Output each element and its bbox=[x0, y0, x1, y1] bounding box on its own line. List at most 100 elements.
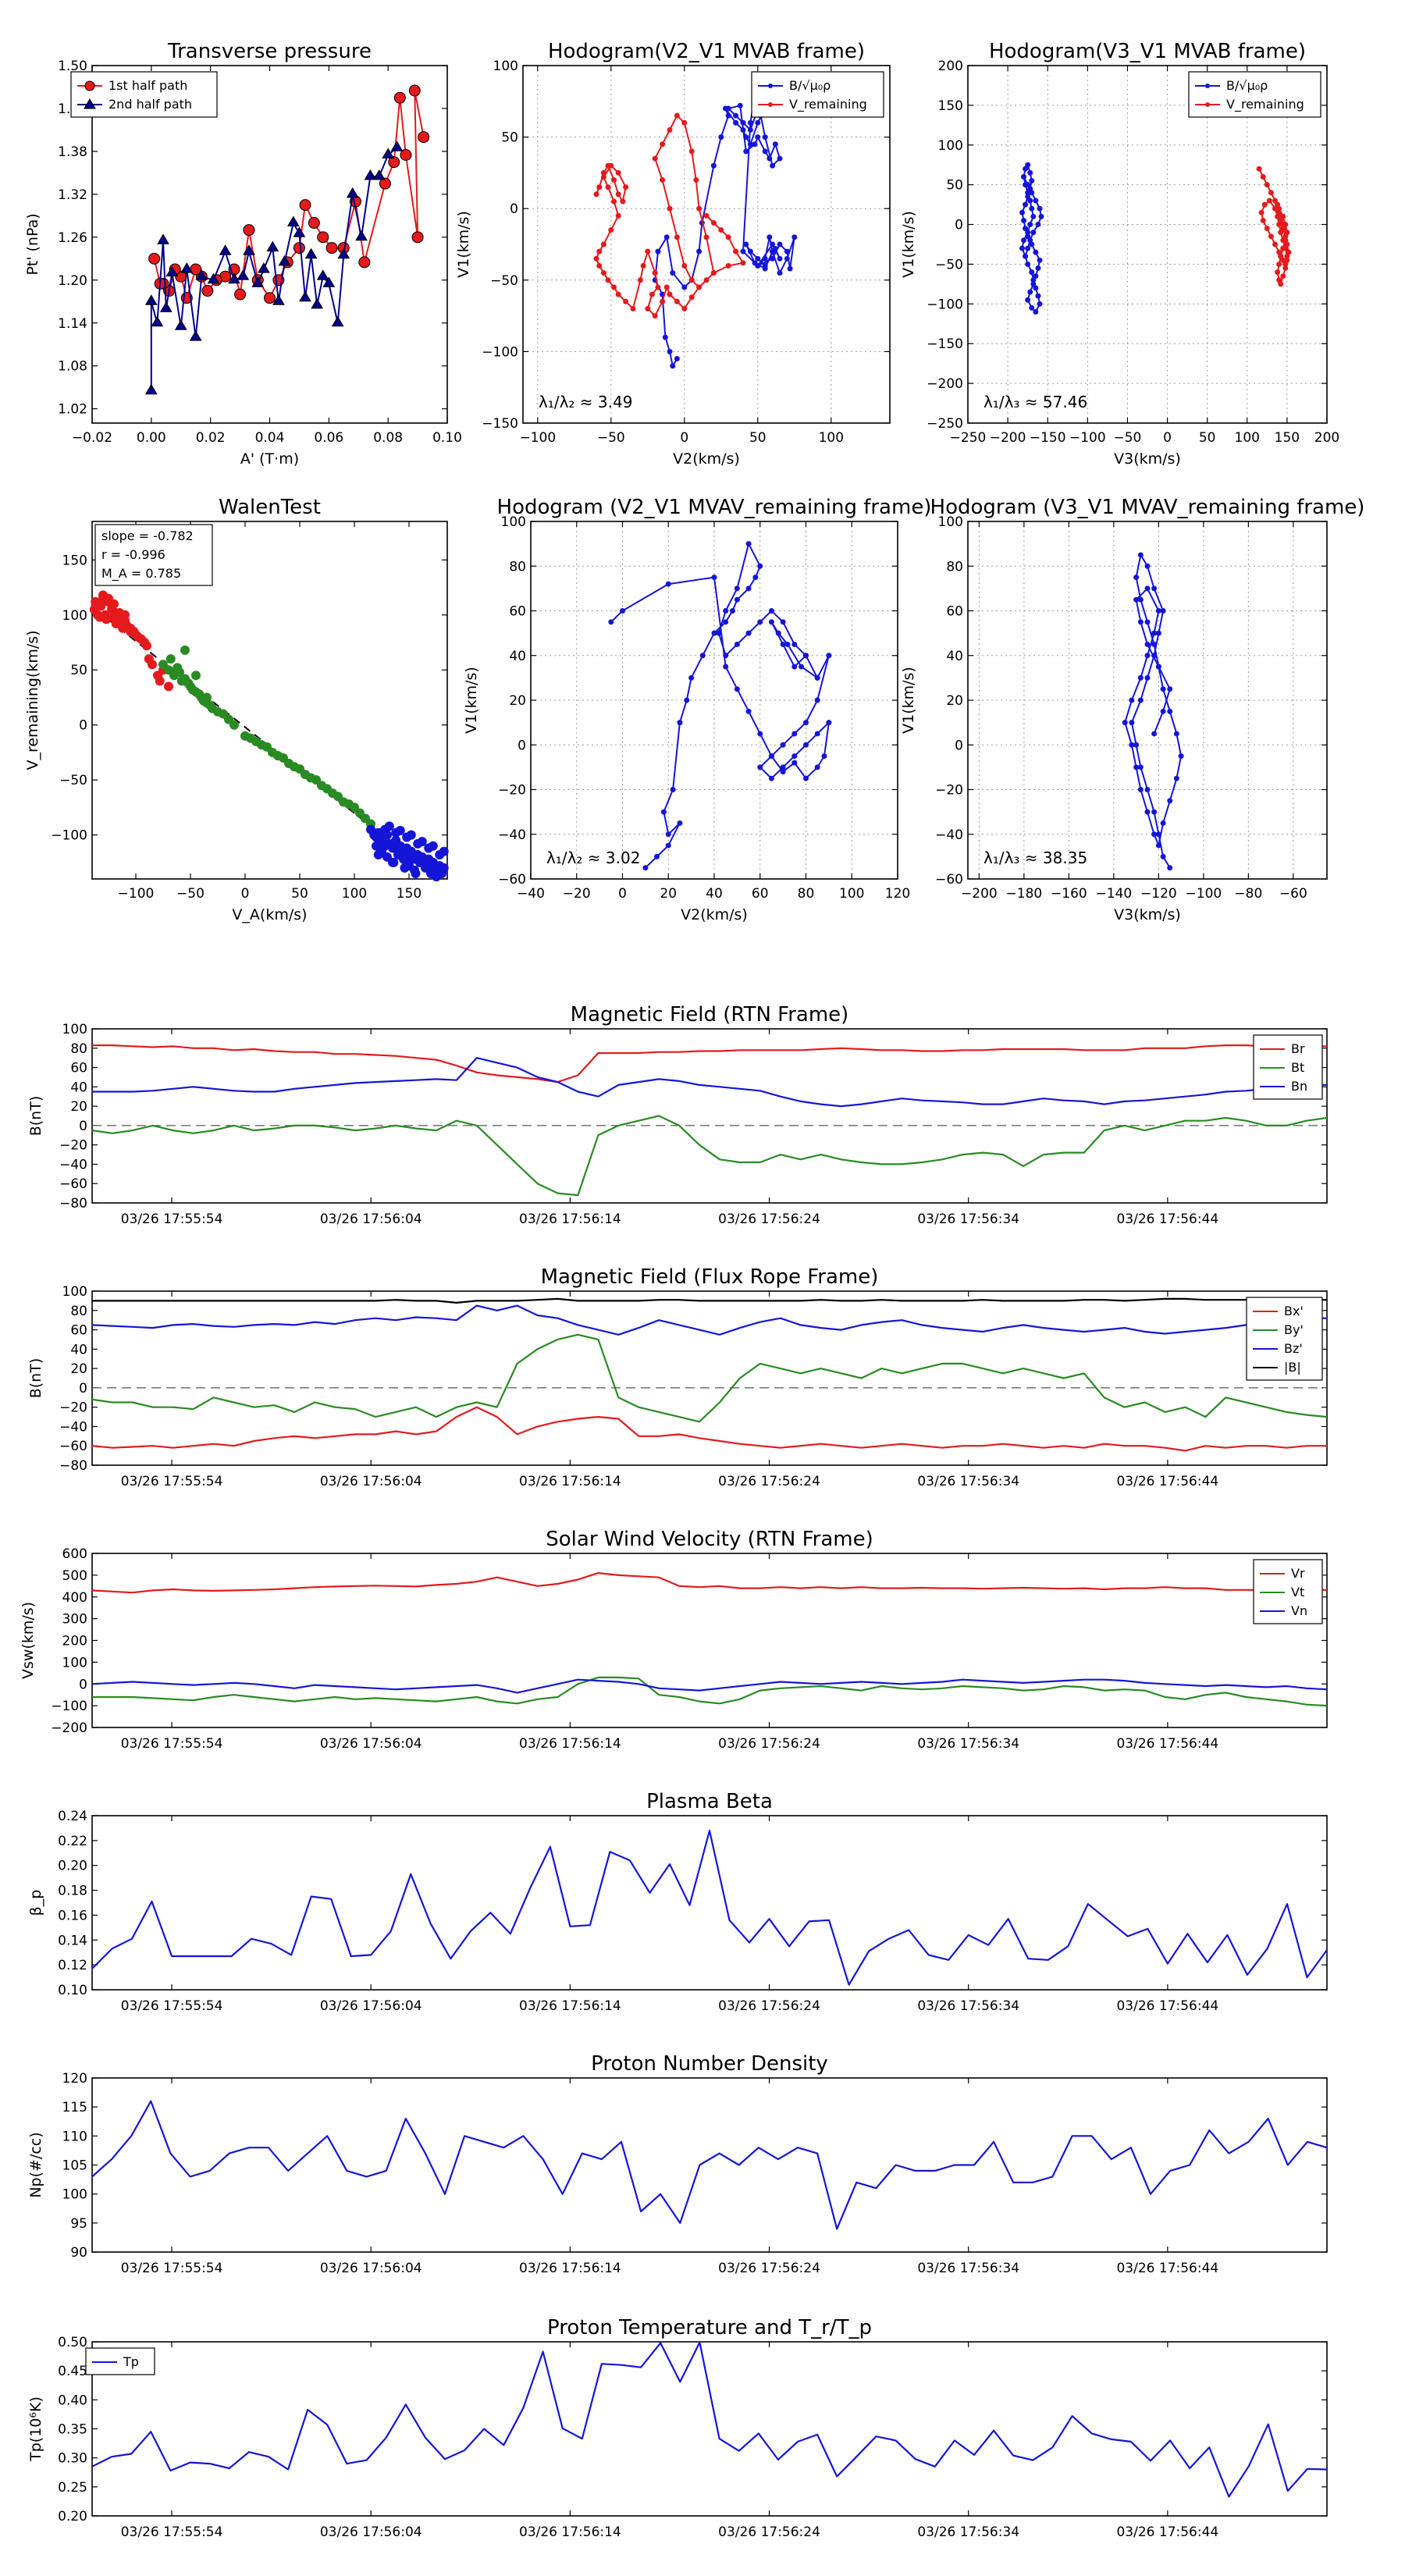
y-tick-label: −150 bbox=[927, 336, 963, 352]
x-tick-label: −40 bbox=[517, 886, 545, 902]
data-point bbox=[1280, 257, 1286, 263]
y-tick-label: 0 bbox=[79, 1381, 87, 1397]
data-point bbox=[115, 607, 124, 617]
data-point bbox=[1276, 222, 1282, 228]
x-tick-label: 03/26 17:56:04 bbox=[320, 2261, 422, 2276]
x-tick-label: −60 bbox=[1279, 886, 1307, 902]
y-tick-label: 1.50 bbox=[58, 59, 87, 74]
data-point bbox=[1282, 261, 1289, 267]
data-point bbox=[229, 720, 239, 730]
data-point bbox=[767, 234, 773, 240]
data-point bbox=[747, 119, 753, 126]
data-point bbox=[1258, 209, 1264, 215]
data-point bbox=[1035, 222, 1041, 228]
data-point bbox=[768, 775, 774, 781]
data-point bbox=[688, 148, 695, 155]
data-point bbox=[667, 126, 673, 133]
data-point bbox=[1272, 197, 1279, 204]
data-point bbox=[189, 330, 202, 341]
data-point bbox=[1037, 257, 1043, 263]
y-tick-label: −80 bbox=[59, 1196, 87, 1212]
y-tick-label: 0.18 bbox=[58, 1884, 87, 1899]
data-point bbox=[710, 162, 717, 169]
data-point bbox=[755, 119, 761, 126]
data-point bbox=[1260, 217, 1266, 223]
data-point bbox=[1029, 269, 1035, 276]
y-tick-label: 0.50 bbox=[58, 2335, 87, 2350]
data-point bbox=[688, 294, 695, 301]
data-point bbox=[718, 227, 724, 233]
series-line-Bn bbox=[92, 1057, 1327, 1108]
x-tick-label: −100 bbox=[1069, 430, 1106, 446]
legend-marker bbox=[84, 98, 96, 109]
y-tick-label: 0 bbox=[955, 738, 963, 753]
data-point bbox=[384, 821, 394, 831]
y-tick-label: −40 bbox=[59, 1419, 87, 1435]
y-tick-label: 0 bbox=[79, 1119, 87, 1134]
data-point bbox=[1173, 775, 1179, 781]
data-point bbox=[1144, 674, 1151, 681]
x-axis-label: V_A(km/s) bbox=[232, 906, 307, 923]
y-tick-label: 100 bbox=[62, 2187, 87, 2203]
data-point bbox=[784, 248, 790, 254]
data-point bbox=[667, 205, 673, 212]
data-point bbox=[762, 148, 768, 155]
data-point bbox=[660, 298, 666, 304]
data-point bbox=[791, 641, 798, 647]
data-point bbox=[615, 212, 621, 219]
data-point bbox=[389, 857, 399, 867]
y-tick-label: −40 bbox=[935, 827, 963, 843]
y-tick-label: −60 bbox=[59, 1439, 87, 1454]
data-point bbox=[699, 653, 706, 659]
y-tick-label: −50 bbox=[490, 273, 518, 289]
data-point bbox=[652, 155, 658, 162]
data-point bbox=[1025, 261, 1031, 267]
data-point bbox=[775, 630, 781, 636]
data-point bbox=[293, 242, 305, 254]
chart-title: Magnetic Field (RTN Frame) bbox=[571, 1003, 849, 1026]
data-point bbox=[791, 753, 798, 760]
data-point bbox=[670, 270, 676, 276]
y-tick-label: 50 bbox=[70, 663, 87, 678]
data-point bbox=[677, 820, 683, 826]
data-point bbox=[784, 255, 790, 262]
data-point bbox=[770, 248, 776, 254]
legend-label: Bx' bbox=[1284, 1304, 1304, 1318]
data-point bbox=[645, 305, 651, 311]
data-point bbox=[757, 619, 763, 625]
data-point bbox=[243, 244, 255, 255]
data-point bbox=[663, 234, 670, 240]
chart-title: Hodogram(V3_V1 MVAB frame) bbox=[989, 40, 1306, 63]
x-tick-label: −0.02 bbox=[72, 430, 112, 446]
data-point bbox=[780, 764, 786, 770]
data-point bbox=[745, 585, 752, 592]
data-point bbox=[734, 686, 740, 692]
data-point bbox=[1144, 641, 1151, 647]
data-point bbox=[1151, 585, 1158, 592]
data-point bbox=[1027, 237, 1033, 244]
data-point bbox=[1151, 731, 1158, 737]
y-tick-label: 60 bbox=[509, 604, 526, 620]
x-tick-label: 03/26 17:56:04 bbox=[320, 1736, 422, 1752]
series-line-|B| bbox=[92, 1297, 1327, 1304]
data-point bbox=[600, 270, 606, 276]
data-point bbox=[803, 720, 809, 726]
data-point bbox=[1038, 213, 1044, 219]
data-point bbox=[1137, 552, 1144, 558]
y-tick-label: 0 bbox=[79, 718, 87, 734]
data-point bbox=[1151, 809, 1158, 815]
chart-title: Transverse pressure bbox=[167, 40, 372, 63]
data-point bbox=[1278, 281, 1284, 287]
data-point bbox=[654, 853, 660, 859]
y-tick-label: 105 bbox=[62, 2158, 87, 2174]
x-tick-label: 0.00 bbox=[137, 430, 166, 446]
data-point bbox=[317, 231, 329, 244]
data-point bbox=[743, 241, 749, 247]
legend-label: Vt bbox=[1291, 1585, 1304, 1599]
data-point bbox=[418, 131, 430, 144]
data-point bbox=[1167, 686, 1173, 692]
data-point bbox=[1160, 820, 1166, 826]
data-point bbox=[133, 632, 143, 642]
data-point bbox=[1151, 653, 1158, 659]
